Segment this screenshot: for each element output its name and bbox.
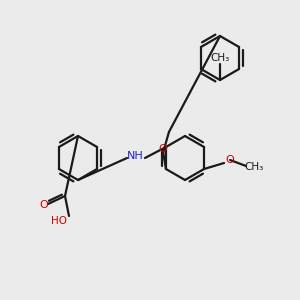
Text: O: O bbox=[226, 155, 234, 165]
Text: CH₃: CH₃ bbox=[210, 53, 230, 63]
Text: HO: HO bbox=[51, 216, 67, 226]
Text: CH₃: CH₃ bbox=[244, 162, 264, 172]
Text: NH: NH bbox=[127, 151, 143, 161]
Text: O: O bbox=[40, 200, 48, 210]
Text: O: O bbox=[159, 144, 167, 154]
